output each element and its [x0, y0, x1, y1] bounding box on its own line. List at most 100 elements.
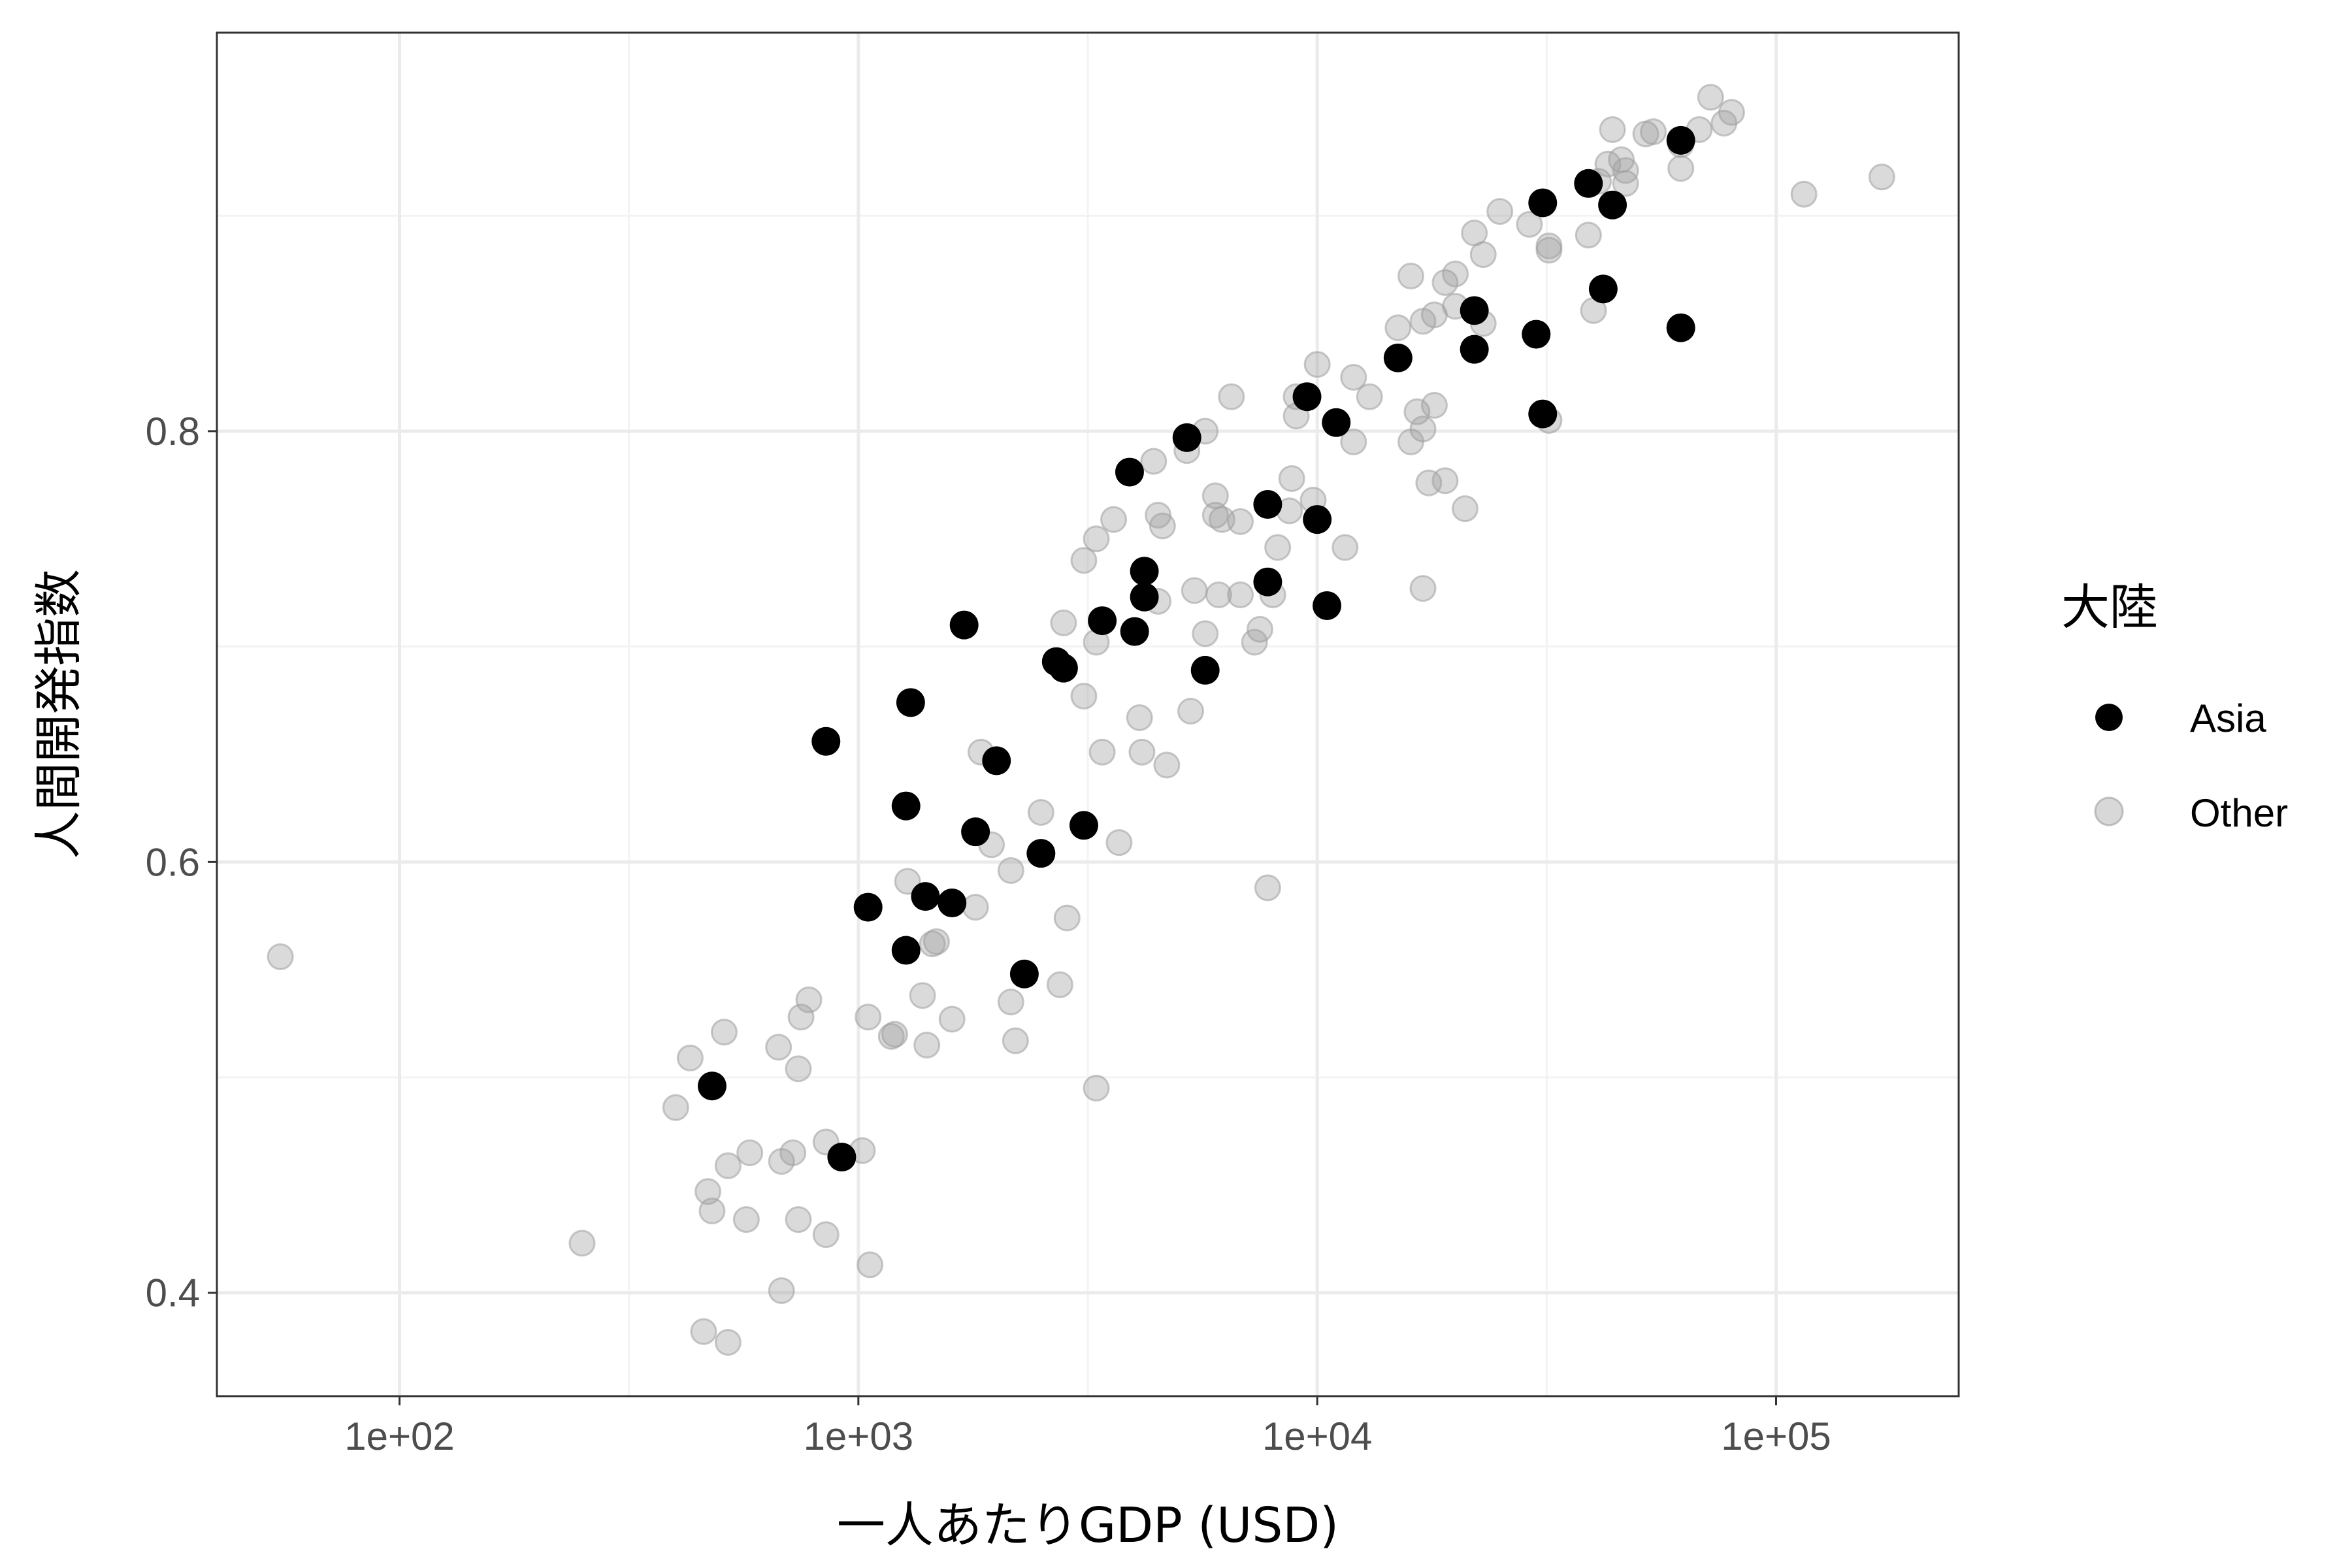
point-other — [1227, 508, 1254, 535]
x-tick-label: 1e+03 — [804, 1414, 914, 1458]
y-axis-ticks: 0.4 0.6 0.8 — [146, 410, 217, 1315]
point-other — [1384, 314, 1412, 342]
x-tick-label: 1e+05 — [1721, 1414, 1831, 1458]
point-asia — [982, 746, 1011, 776]
legend-key-other — [2094, 796, 2124, 826]
point-asia — [1528, 188, 1558, 218]
point-asia — [1666, 125, 1695, 155]
point-asia — [1130, 582, 1159, 612]
point-other — [1128, 738, 1156, 766]
point-other — [714, 1329, 742, 1356]
point-other — [1397, 428, 1425, 455]
point-asia — [1598, 190, 1627, 220]
series-asia-points — [697, 125, 1695, 1172]
point-other — [1420, 391, 1448, 419]
point-other — [1409, 575, 1437, 602]
point-other — [1070, 547, 1098, 574]
point-other — [1442, 260, 1469, 287]
point-other — [812, 1221, 840, 1249]
point-asia — [1522, 319, 1551, 349]
point-other — [1599, 116, 1626, 143]
point-other — [568, 1230, 596, 1257]
point-other — [1246, 615, 1273, 643]
point-other — [1612, 170, 1639, 197]
point-other — [1403, 398, 1431, 425]
point-asia — [949, 610, 979, 640]
point-other — [1340, 428, 1367, 455]
point-asia — [1322, 408, 1351, 437]
x-axis-ticks: 1e+02 1e+03 1e+04 1e+05 — [344, 1396, 1831, 1458]
point-other — [795, 986, 823, 1013]
point-asia — [1588, 274, 1618, 304]
point-other — [690, 1318, 717, 1345]
point-other — [1140, 448, 1168, 475]
point-asia — [1190, 655, 1220, 685]
x-tick-label: 1e+02 — [344, 1414, 455, 1458]
point-asia — [1088, 606, 1117, 636]
point-other — [1264, 534, 1292, 561]
point-asia — [1528, 399, 1558, 429]
point-other — [1451, 495, 1478, 523]
point-asia — [1460, 335, 1489, 364]
point-other — [785, 1206, 812, 1233]
y-tick-label: 0.6 — [146, 840, 200, 884]
point-other — [1356, 383, 1383, 410]
point-other — [1192, 620, 1219, 647]
point-asia — [1460, 296, 1489, 325]
point-asia — [1130, 557, 1159, 586]
point-other — [1868, 163, 1895, 191]
point-other — [785, 1055, 812, 1083]
y-axis-title: 人間開発指数 — [31, 569, 87, 859]
point-other — [1177, 698, 1205, 725]
point-other — [962, 894, 989, 921]
point-other — [1254, 874, 1281, 902]
point-other — [1181, 577, 1208, 604]
legend-title: 大陸 — [2061, 580, 2158, 636]
legend-key-asia — [2095, 704, 2123, 731]
point-other — [1486, 198, 1514, 225]
point-asia — [1026, 839, 1056, 868]
point-other — [1278, 465, 1305, 492]
x-tick-label: 1e+04 — [1262, 1414, 1373, 1458]
point-other — [714, 1152, 742, 1179]
point-other — [698, 1197, 726, 1224]
point-other — [1205, 581, 1232, 609]
minor-gridlines — [217, 33, 1959, 1396]
point-other — [1053, 904, 1081, 932]
point-other — [787, 1004, 815, 1031]
point-asia — [1666, 313, 1695, 342]
point-other — [855, 1004, 882, 1031]
point-other — [1002, 1027, 1029, 1054]
point-other — [1100, 506, 1128, 533]
legend-label-asia: Asia — [2190, 696, 2266, 740]
point-other — [676, 1044, 704, 1071]
point-asia — [1049, 653, 1078, 683]
point-other — [997, 857, 1024, 885]
point-other — [765, 1034, 792, 1061]
point-other — [1303, 351, 1331, 378]
point-other — [736, 1139, 764, 1166]
y-tick-label: 0.4 — [146, 1271, 200, 1315]
panel-border — [216, 31, 1960, 1397]
point-other — [1083, 525, 1110, 553]
point-other — [1790, 180, 1818, 208]
point-other — [1397, 263, 1425, 290]
point-asia — [1253, 567, 1282, 596]
point-asia — [1383, 343, 1413, 372]
point-other — [1710, 109, 1738, 137]
major-gridlines — [217, 33, 1959, 1396]
point-other — [1340, 364, 1367, 391]
point-asia — [1313, 591, 1342, 621]
point-asia — [1292, 382, 1322, 412]
y-tick-label: 0.8 — [146, 410, 200, 453]
point-other — [710, 1019, 738, 1046]
point-other — [662, 1094, 689, 1121]
point-other — [267, 943, 294, 970]
point-other — [1083, 1075, 1110, 1102]
point-other — [1105, 829, 1133, 857]
point-other — [894, 868, 921, 895]
point-asia — [853, 892, 883, 922]
point-asia — [1115, 457, 1144, 487]
